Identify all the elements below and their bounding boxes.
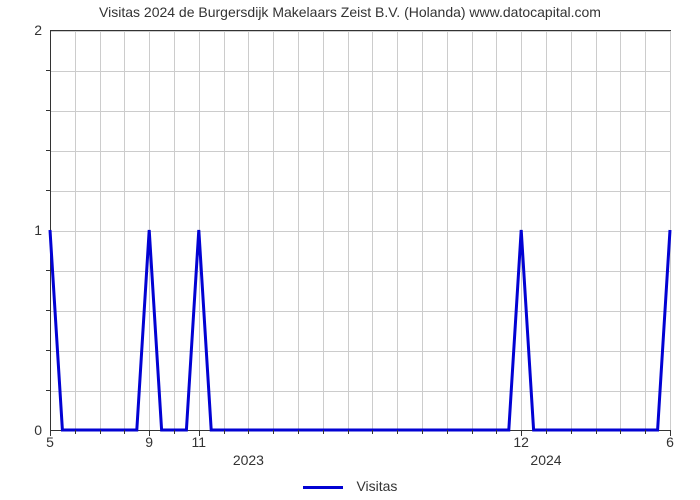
x-minor-tick (75, 430, 76, 434)
y-tick-label: 0 (34, 422, 42, 438)
x-minor-tick (248, 430, 249, 434)
x-minor-tick (571, 430, 572, 434)
chart-title: Visitas 2024 de Burgersdijk Makelaars Ze… (0, 4, 700, 20)
y-minor-tick (46, 350, 50, 351)
y-minor-tick (46, 150, 50, 151)
line-series (50, 30, 670, 430)
y-minor-tick (46, 270, 50, 271)
x-minor-tick (100, 430, 101, 434)
x-tick-label: 9 (145, 434, 153, 450)
x-tick-label: 5 (46, 434, 54, 450)
x-minor-tick (447, 430, 448, 434)
x-minor-tick (496, 430, 497, 434)
y-minor-tick (46, 190, 50, 191)
y-minor-tick (46, 310, 50, 311)
y-minor-tick (46, 110, 50, 111)
x-minor-tick (298, 430, 299, 434)
x-tick-label: 6 (666, 434, 674, 450)
x-minor-tick (323, 430, 324, 434)
x-year-label: 2023 (233, 452, 264, 468)
x-minor-tick (422, 430, 423, 434)
x-minor-tick (124, 430, 125, 434)
y-minor-tick (46, 390, 50, 391)
x-minor-tick (472, 430, 473, 434)
x-minor-tick (620, 430, 621, 434)
y-tick-label: 1 (34, 222, 42, 238)
x-minor-tick (224, 430, 225, 434)
x-minor-tick (397, 430, 398, 434)
x-minor-tick (174, 430, 175, 434)
x-minor-tick (596, 430, 597, 434)
x-tick-label: 11 (192, 434, 207, 450)
legend: Visitas (0, 478, 700, 494)
y-minor-tick (46, 70, 50, 71)
x-minor-tick (372, 430, 373, 434)
legend-swatch (303, 486, 343, 489)
x-tick-label: 12 (513, 434, 529, 450)
y-tick-label: 2 (34, 22, 42, 38)
x-minor-tick (273, 430, 274, 434)
legend-label: Visitas (356, 478, 397, 494)
x-minor-tick (348, 430, 349, 434)
x-minor-tick (645, 430, 646, 434)
x-year-label: 2024 (530, 452, 561, 468)
x-minor-tick (546, 430, 547, 434)
